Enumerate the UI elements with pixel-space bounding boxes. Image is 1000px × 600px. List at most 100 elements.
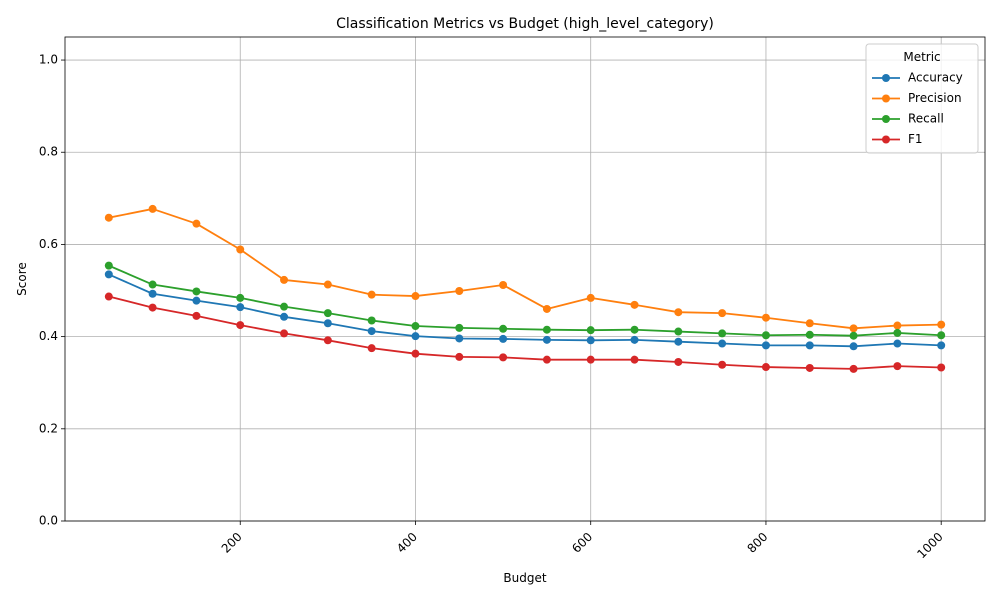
data-point-accuracy (542, 335, 551, 344)
data-point-accuracy (455, 334, 464, 343)
data-point-recall (630, 325, 639, 334)
y-axis-label: Score (15, 262, 29, 296)
legend-marker (882, 74, 890, 82)
data-point-precision (148, 204, 157, 213)
data-point-accuracy (630, 335, 639, 344)
series-line-accuracy (108, 273, 942, 348)
y-tick-label: 0.6 (39, 237, 58, 251)
data-point-precision (236, 245, 245, 254)
series-recall (104, 261, 946, 340)
series-line-precision (108, 208, 942, 330)
data-point-f1 (411, 349, 420, 358)
series-accuracy (104, 270, 946, 351)
series-layer (104, 204, 946, 373)
plot-frame (64, 36, 986, 522)
data-point-recall (236, 293, 245, 302)
data-point-recall (280, 302, 289, 311)
data-point-recall (104, 261, 113, 270)
data-point-accuracy (499, 334, 508, 343)
data-point-recall (805, 330, 814, 339)
y-tick-label: 0.8 (39, 145, 58, 159)
legend-item-recall: Recall (872, 112, 944, 126)
data-point-f1 (586, 355, 595, 364)
series-precision (104, 204, 946, 333)
data-point-recall (849, 331, 858, 340)
data-point-precision (805, 319, 814, 328)
data-point-recall (761, 331, 770, 340)
data-point-accuracy (367, 327, 376, 336)
data-point-recall (499, 324, 508, 333)
data-point-precision (192, 219, 201, 228)
data-point-recall (323, 309, 332, 318)
y-tick-label: 1.0 (39, 53, 58, 67)
series-line-f1 (108, 295, 942, 370)
data-point-f1 (937, 363, 946, 372)
data-point-precision (499, 280, 508, 289)
data-point-accuracy (718, 339, 727, 348)
data-point-accuracy (849, 342, 858, 351)
data-point-accuracy (674, 337, 683, 346)
legend-label: F1 (908, 132, 923, 146)
data-point-precision (630, 300, 639, 309)
legend-item-accuracy: Accuracy (872, 71, 963, 85)
data-point-f1 (104, 292, 113, 301)
data-point-recall (367, 316, 376, 325)
data-point-precision (586, 293, 595, 302)
data-point-f1 (849, 364, 858, 373)
series-line-recall (108, 264, 942, 337)
legend-box (865, 43, 979, 154)
data-point-accuracy (148, 289, 157, 298)
data-point-accuracy (761, 341, 770, 350)
data-point-recall (148, 280, 157, 289)
y-axis-ticks: 0.0 0.2 0.4 0.6 0.8 1.0 (39, 53, 65, 528)
data-point-accuracy (411, 332, 420, 341)
legend-label: Accuracy (908, 71, 963, 85)
data-point-accuracy (893, 339, 902, 348)
data-point-accuracy (104, 270, 113, 279)
data-point-precision (542, 304, 551, 313)
data-point-precision (411, 292, 420, 301)
legend-marker (882, 135, 890, 144)
data-point-precision (718, 309, 727, 318)
data-point-precision (893, 321, 902, 330)
data-point-recall (411, 322, 420, 331)
y-tick-label: 0.2 (39, 421, 58, 435)
data-point-f1 (280, 329, 289, 338)
data-point-accuracy (586, 336, 595, 345)
data-point-accuracy (805, 341, 814, 350)
legend: Metric Accuracy Precision Recall F1 (865, 43, 979, 154)
data-point-accuracy (280, 312, 289, 321)
data-point-accuracy (323, 319, 332, 328)
data-point-recall (718, 329, 727, 338)
data-point-f1 (893, 362, 902, 371)
legend-item-precision: Precision (872, 91, 962, 105)
data-point-precision (674, 308, 683, 317)
grid-lines (65, 37, 985, 522)
data-point-precision (367, 290, 376, 299)
y-tick-label: 0.4 (39, 329, 58, 343)
data-point-precision (849, 324, 858, 333)
data-point-precision (280, 275, 289, 284)
legend-label: Recall (908, 112, 944, 126)
data-point-recall (542, 325, 551, 334)
data-point-f1 (542, 355, 551, 364)
data-point-accuracy (192, 296, 201, 305)
data-point-f1 (674, 357, 683, 366)
legend-label: Precision (908, 91, 962, 105)
series-f1 (104, 292, 946, 373)
data-point-precision (761, 313, 770, 322)
data-point-f1 (718, 360, 727, 369)
data-point-f1 (630, 355, 639, 364)
data-point-f1 (148, 303, 157, 312)
chart-title: Classification Metrics vs Budget (high_l… (336, 16, 714, 32)
data-point-recall (937, 331, 946, 340)
data-point-precision (104, 213, 113, 222)
legend-title: Metric (903, 50, 940, 64)
legend-items: Accuracy Precision Recall F1 (872, 71, 963, 146)
data-point-f1 (761, 363, 770, 372)
y-tick-label: 0.0 (39, 514, 58, 528)
legend-item-f1: F1 (872, 132, 923, 146)
data-point-f1 (323, 336, 332, 345)
data-point-accuracy (236, 303, 245, 312)
